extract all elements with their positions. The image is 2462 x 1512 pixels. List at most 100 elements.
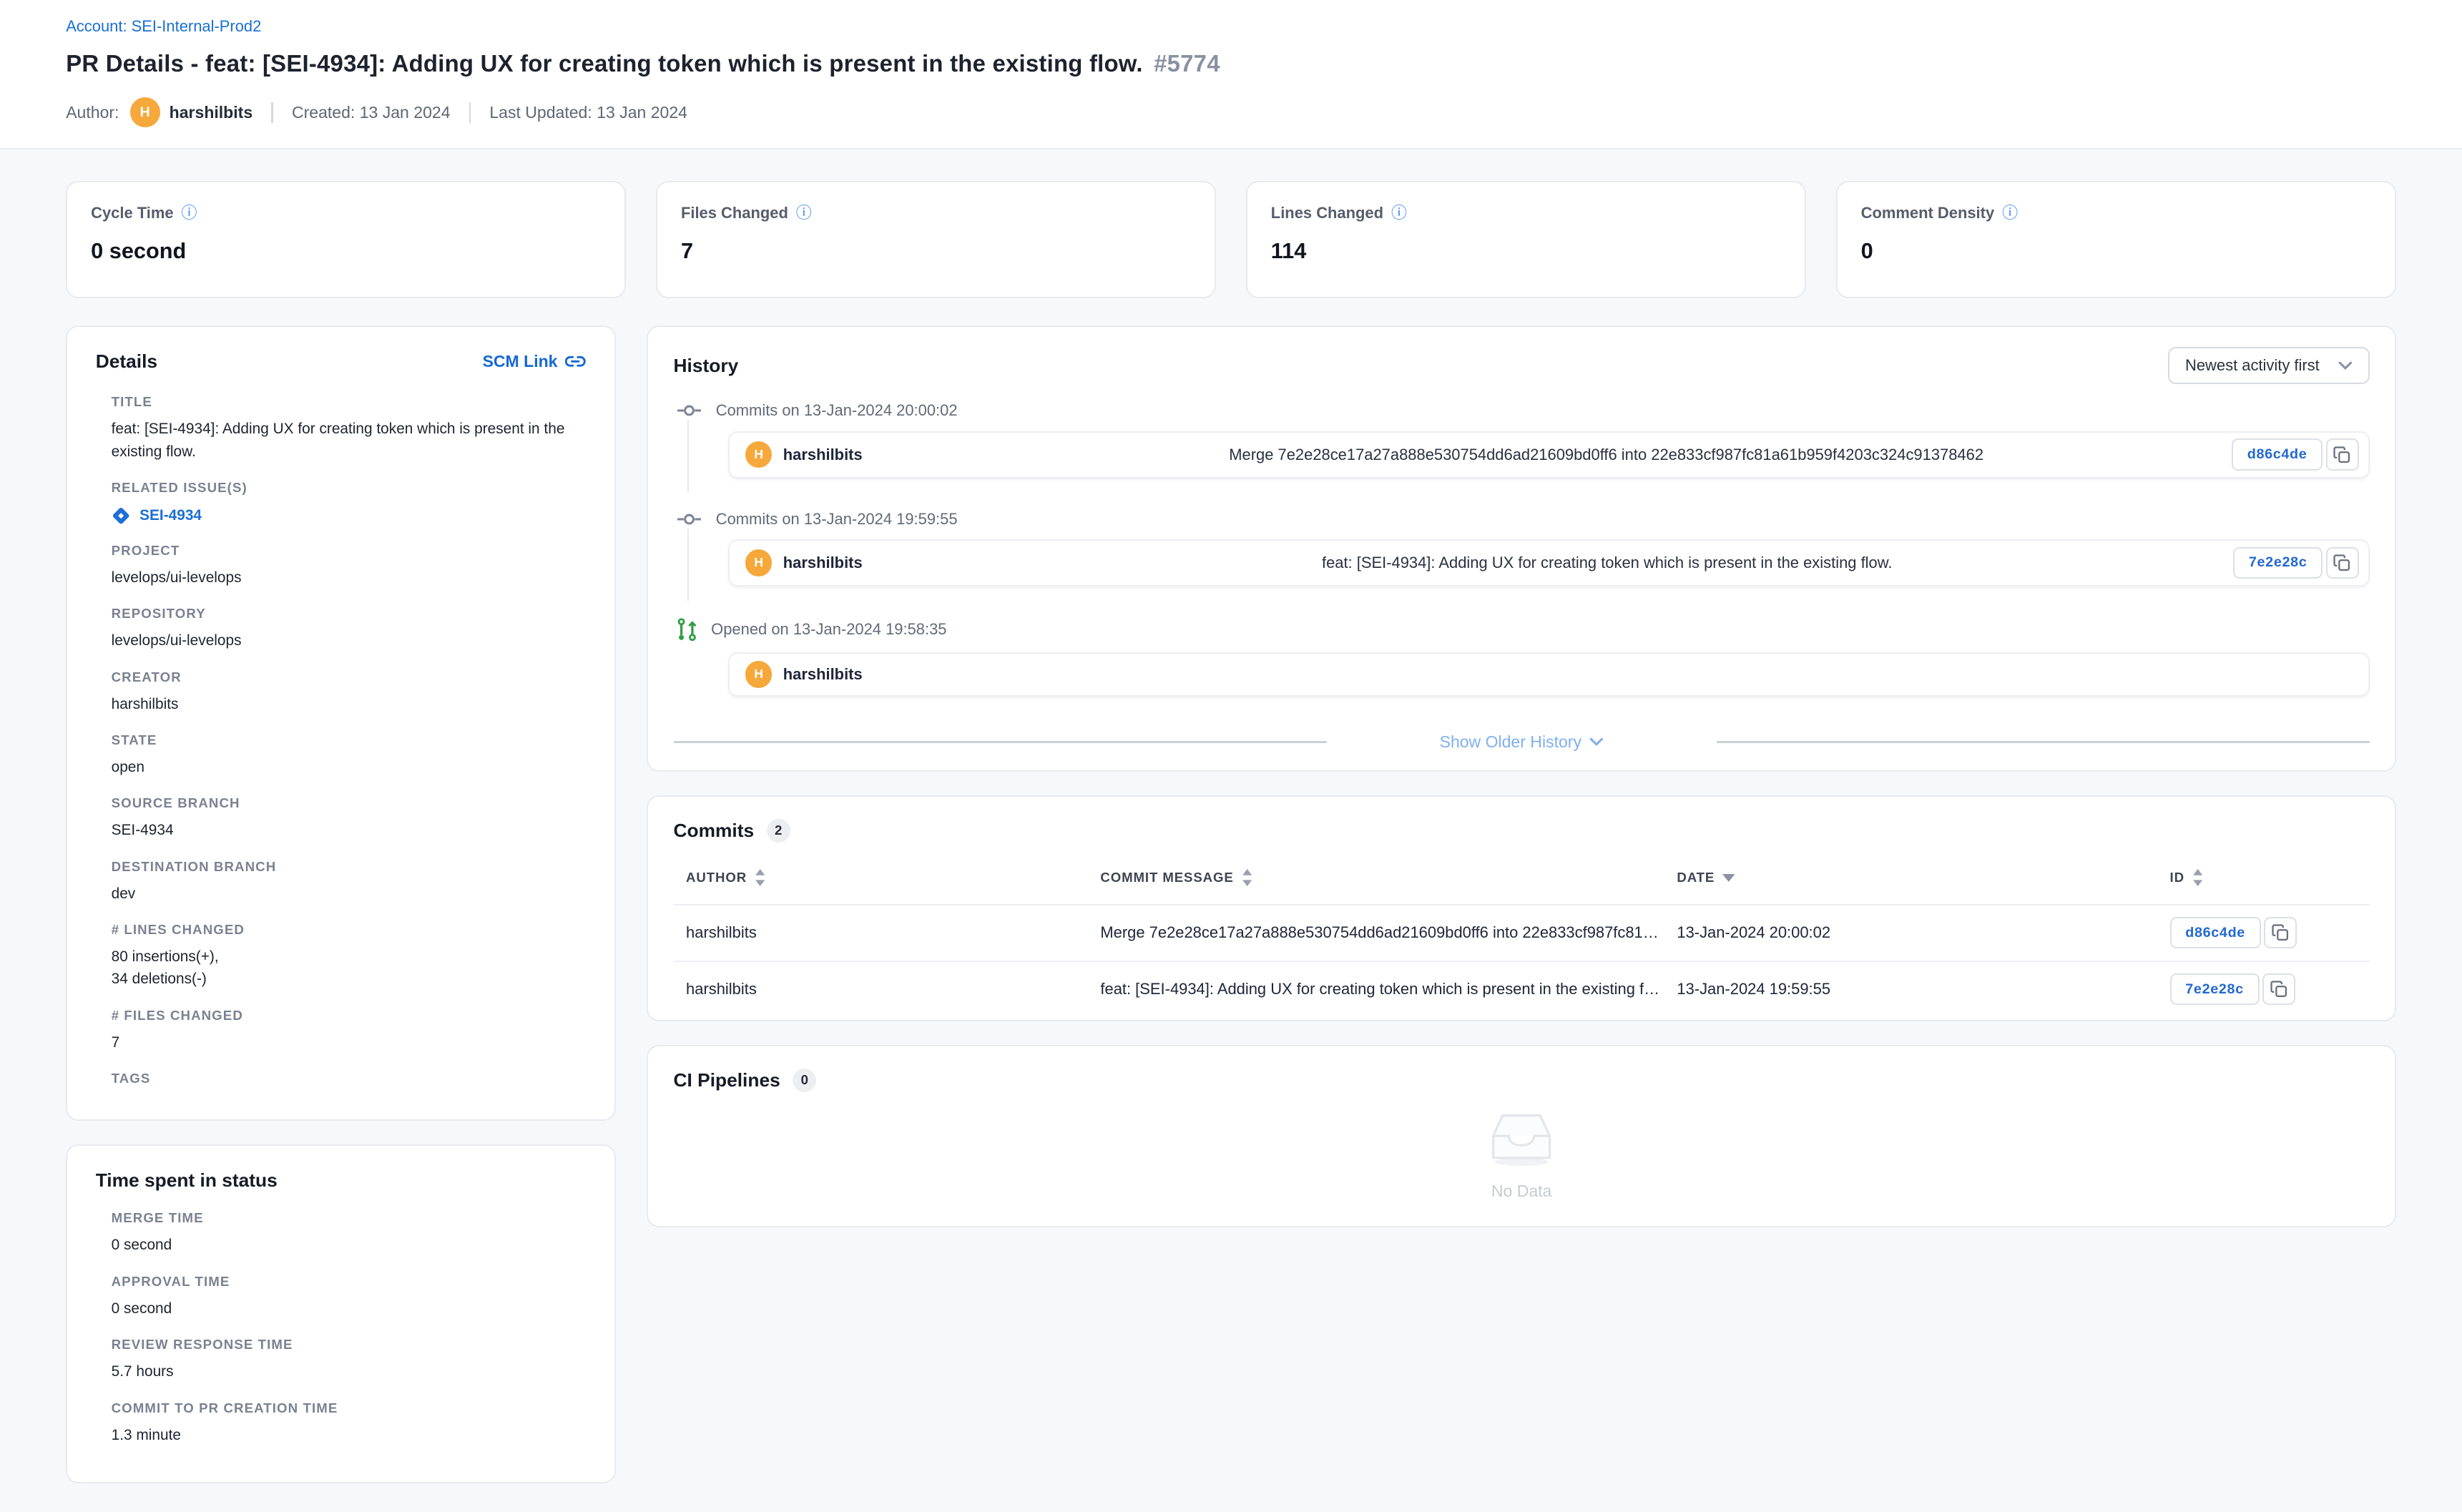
commits-panel: Commits 2 AUTHOR COMMIT MESSAGE xyxy=(647,795,2396,1021)
field-label: DESTINATION BRANCH xyxy=(111,858,277,874)
issue-type-icon xyxy=(112,506,130,525)
column-header-id[interactable]: ID xyxy=(2170,869,2358,887)
field-label: TAGS xyxy=(111,1071,151,1086)
field-value: feat: [SEI-4934]: Adding UX for creating… xyxy=(111,421,565,460)
metric-label-text: Comment Density xyxy=(1860,204,1995,222)
history-section-header: Commits on 13-Jan-2024 19:59:55 xyxy=(677,510,2370,529)
detail-field-state: STATE open xyxy=(96,732,586,778)
field-value: levelops/ui-levelops xyxy=(111,632,242,649)
commit-hash-chip[interactable]: d86c4de xyxy=(2231,438,2323,471)
show-older-row: Show Older History xyxy=(673,732,2370,752)
info-icon[interactable]: ⓘ xyxy=(795,204,812,222)
metric-label: Cycle Time ⓘ xyxy=(91,204,601,222)
sort-icon xyxy=(2192,869,2203,887)
related-issue-link[interactable]: SEI-4934 xyxy=(112,506,586,525)
field-value: 0 second xyxy=(111,1237,172,1254)
history-title: History xyxy=(673,354,739,376)
field-label: RELATED ISSUE(S) xyxy=(111,479,247,495)
history-section-body: H harshilbits xyxy=(687,642,2370,711)
commit-message: feat: [SEI-4934]: Adding UX for creating… xyxy=(1321,553,1893,571)
metric-label-text: Files Changed xyxy=(680,204,788,222)
info-icon[interactable]: ⓘ xyxy=(181,204,197,222)
field-value: 5.7 hours xyxy=(111,1363,174,1380)
field-value: harshilbits xyxy=(111,695,179,712)
field-value: SEI-4934 xyxy=(111,822,174,839)
detail-field-related-issues: RELATED ISSUE(S) SEI-4934 xyxy=(96,480,586,526)
sort-icon xyxy=(1242,869,1252,887)
column-header-commit-message[interactable]: COMMIT MESSAGE xyxy=(1100,869,1677,887)
field-value: 1.3 minute xyxy=(111,1426,181,1443)
empty-inbox-icon xyxy=(1489,1111,1554,1167)
field-label: TITLE xyxy=(111,394,152,410)
entry-author-name: harshilbits xyxy=(783,445,863,463)
commit-hash-chip[interactable]: 7e2e28c xyxy=(2169,973,2260,1006)
table-row: harshilbits Merge 7e2e28ce17a27a888e5307… xyxy=(673,903,2370,961)
info-icon[interactable]: ⓘ xyxy=(1391,204,1407,222)
detail-field-repository: REPOSITORY levelops/ui-levelops xyxy=(96,606,586,652)
avatar: H xyxy=(745,549,773,576)
ci-pipelines-count-badge: 0 xyxy=(793,1068,817,1092)
ci-pipelines-title: CI Pipelines xyxy=(673,1069,780,1091)
created-date: Created: 13 Jan 2024 xyxy=(291,102,451,122)
entry-author: H harshilbits xyxy=(745,549,981,576)
history-sort-dropdown[interactable]: Newest activity first xyxy=(2168,347,2370,385)
details-panel: Details SCM Link TITLE feat: [SEI-4934]:… xyxy=(66,325,616,1121)
cell-author: harshilbits xyxy=(686,980,757,998)
column-header-author[interactable]: AUTHOR xyxy=(686,869,1100,887)
metric-value: 0 xyxy=(1860,238,1873,264)
account-breadcrumb-link[interactable]: Account: SEI-Internal-Prod2 xyxy=(66,17,262,36)
divider xyxy=(1716,741,2370,743)
metric-value: 0 second xyxy=(91,238,187,264)
copy-button[interactable] xyxy=(2264,916,2297,949)
cell-date: 13-Jan-2024 19:59:55 xyxy=(1677,980,1831,998)
field-value: 80 insertions(+), xyxy=(111,948,219,966)
avatar: H xyxy=(129,97,160,128)
page-header: Account: SEI-Internal-Prod2 PR Details -… xyxy=(0,0,2462,149)
time-field-commit-to-pr-creation: COMMIT TO PR CREATION TIME 1.3 minute xyxy=(96,1400,586,1446)
cell-commit-message: Merge 7e2e28ce17a27a888e530754dd6ad21609… xyxy=(1100,923,1677,942)
commits-title: Commits xyxy=(673,819,755,841)
show-older-history-button[interactable]: Show Older History xyxy=(1440,732,1604,752)
column-label: COMMIT MESSAGE xyxy=(1100,870,1234,885)
history-section-body: H harshilbits feat: [SEI-4934]: Adding U… xyxy=(687,528,2370,601)
metric-card-lines-changed: Lines Changed ⓘ 114 xyxy=(1245,180,1807,299)
history-section-header: Commits on 13-Jan-2024 20:00:02 xyxy=(677,401,2370,420)
git-commit-icon xyxy=(677,511,702,527)
column-label: AUTHOR xyxy=(686,870,747,885)
metric-label-text: Lines Changed xyxy=(1270,204,1384,222)
scm-link[interactable]: SCM Link xyxy=(483,351,586,372)
field-label: REPOSITORY xyxy=(111,606,206,622)
metrics-row: Cycle Time ⓘ 0 second Files Changed ⓘ 7 … xyxy=(66,180,2396,299)
field-label: # LINES CHANGED xyxy=(111,922,245,938)
field-value: open xyxy=(111,758,144,775)
metric-label: Files Changed ⓘ xyxy=(681,204,1191,222)
page-title: PR Details - feat: [SEI-4934]: Adding UX… xyxy=(66,50,2396,77)
scm-link-label: SCM Link xyxy=(482,351,558,370)
detail-field-tags: TAGS xyxy=(96,1071,586,1086)
info-icon[interactable]: ⓘ xyxy=(2002,204,2019,222)
details-title: Details xyxy=(95,350,158,372)
history-section-label: Commits on 13-Jan-2024 20:00:02 xyxy=(715,401,958,420)
detail-field-creator: CREATOR harshilbits xyxy=(96,669,586,715)
page-title-text: PR Details - feat: [SEI-4934]: Adding UX… xyxy=(66,49,1143,77)
field-value: levelops/ui-levelops xyxy=(111,569,242,586)
commit-hash-chip[interactable]: d86c4de xyxy=(2169,916,2261,949)
avatar: H xyxy=(745,661,773,688)
copy-button[interactable] xyxy=(2262,973,2295,1006)
entry-author-name: harshilbits xyxy=(783,553,863,571)
copy-button[interactable] xyxy=(2325,546,2359,579)
commits-table-header: AUTHOR COMMIT MESSAGE DATE ID xyxy=(674,863,2370,903)
pr-opened-icon xyxy=(677,618,697,642)
metric-card-comment-density: Comment Density ⓘ 0 xyxy=(1835,180,2396,299)
entry-author: H harshilbits xyxy=(745,661,981,688)
column-header-date[interactable]: DATE xyxy=(1677,869,2169,886)
commit-hash-chip[interactable]: 7e2e28c xyxy=(2233,546,2323,579)
issue-key: SEI-4934 xyxy=(139,507,202,524)
metric-card-files-changed: Files Changed ⓘ 7 xyxy=(656,180,1217,299)
copy-button[interactable] xyxy=(2325,438,2359,471)
field-label: PROJECT xyxy=(111,542,180,558)
history-entry: H harshilbits Merge 7e2e28ce17a27a888e53… xyxy=(728,431,2370,478)
divider xyxy=(271,102,273,123)
field-label: APPROVAL TIME xyxy=(111,1273,230,1289)
detail-field-files-changed: # FILES CHANGED 7 xyxy=(96,1008,586,1054)
